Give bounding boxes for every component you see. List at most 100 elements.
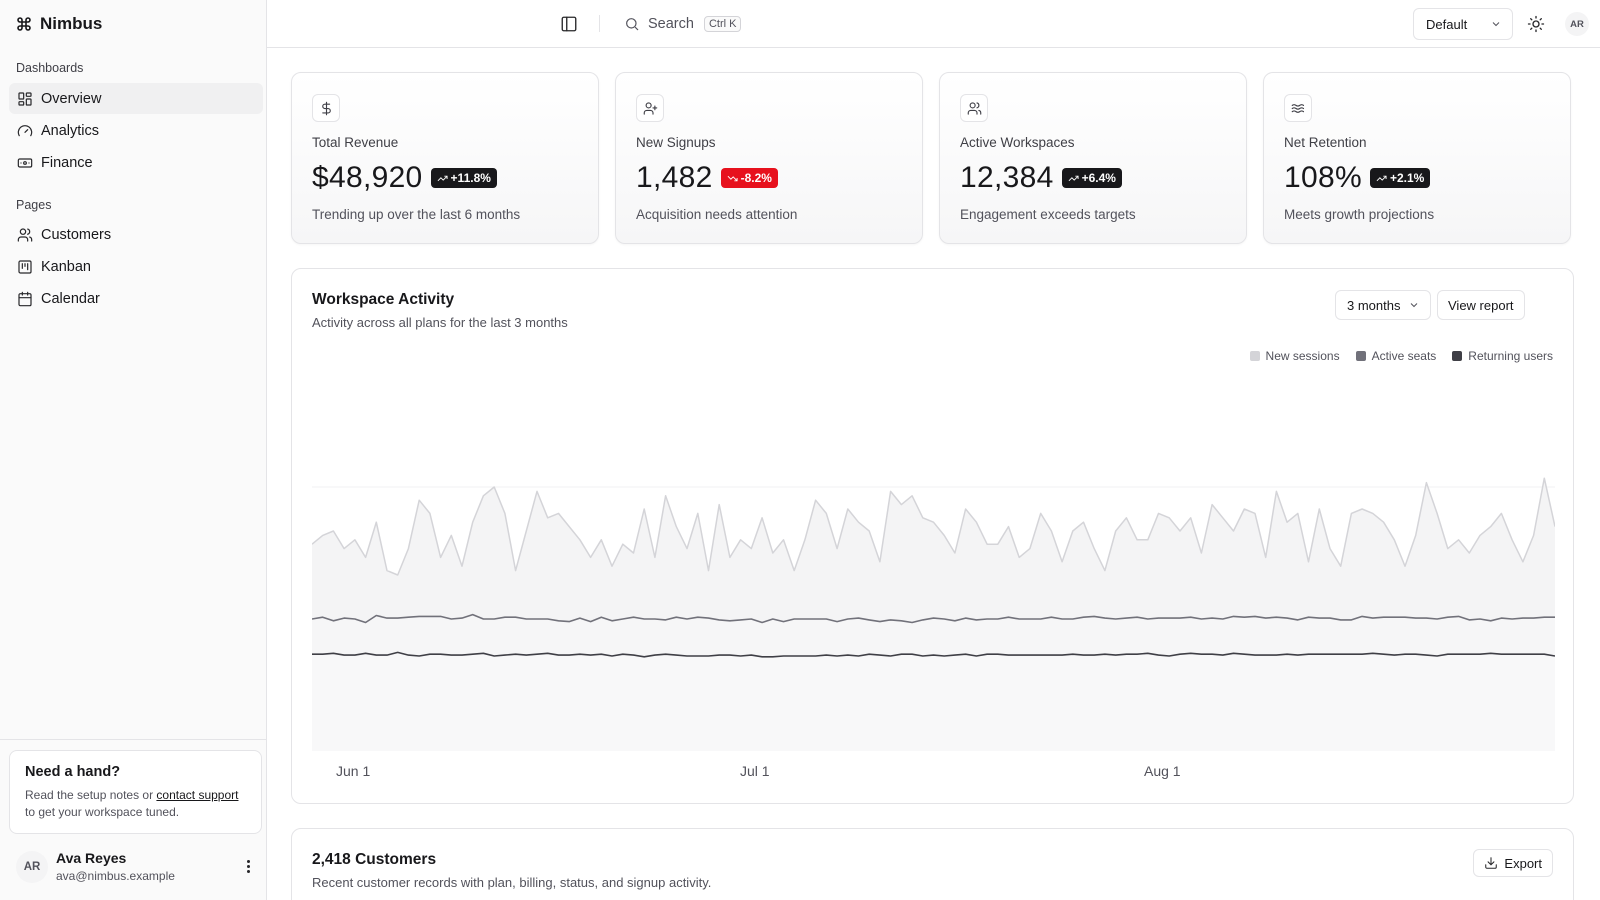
help-title: Need a hand? [25, 764, 121, 780]
stat-label: New Signups [636, 135, 716, 150]
range-select[interactable]: 3 months [1335, 290, 1431, 320]
search-trigger[interactable]: Search Ctrl K [624, 12, 742, 36]
sun-icon[interactable] [1527, 15, 1545, 33]
dollar-icon [312, 94, 340, 122]
search-label: Search [648, 16, 694, 32]
trend-value: -8.2% [740, 171, 772, 185]
stat-footnote: Acquisition needs attention [636, 207, 798, 222]
search-icon [626, 18, 639, 31]
brand[interactable]: Nimbus [16, 14, 102, 34]
trending-up-icon [1068, 175, 1079, 181]
legend-item[interactable]: New sessions [1249, 349, 1340, 363]
x-tick-label: Jul 1 [740, 763, 770, 779]
stat-value-row: 12,384 +6.4% [960, 161, 1122, 195]
sidebar-toggle-icon[interactable] [560, 15, 578, 33]
sidebar-item-label: Finance [41, 154, 93, 171]
stat-value: $48,920 [312, 161, 423, 194]
legend-item[interactable]: Active seats [1355, 349, 1437, 363]
kanban-icon [18, 259, 32, 274]
grid-icon [18, 91, 32, 106]
stat-card-net-retention: Net Retention 108% +2.1% Meets growth pr… [1263, 72, 1571, 244]
trend-value: +11.8% [450, 171, 491, 185]
series-returning-users-line[interactable] [312, 651, 1555, 658]
legend-label: Active seats [1371, 349, 1437, 363]
trend-badge: +11.8% [430, 168, 497, 188]
sidebar-item-analytics[interactable]: Analytics [9, 115, 263, 146]
sidebar-item-calendar[interactable]: Calendar [9, 283, 263, 314]
legend-swatch [1452, 351, 1463, 361]
user-plus-icon [636, 94, 664, 122]
trend-badge: +2.1% [1369, 168, 1431, 188]
trending-down-icon [727, 175, 738, 181]
x-tick-label: Jun 1 [336, 763, 371, 779]
trending-up-icon [437, 175, 448, 181]
theme-select[interactable]: Default [1413, 8, 1513, 40]
users-icon [17, 227, 33, 242]
topbar-divider [599, 15, 600, 32]
workspace-activity-panel: Workspace Activity Activity across all p… [291, 268, 1574, 804]
legend-swatch [1249, 351, 1260, 361]
sidebar-item-label: Calendar [41, 290, 100, 307]
help-text: Read the setup notes or contact support … [25, 787, 246, 821]
stat-label: Total Revenue [312, 135, 399, 150]
download-icon [1485, 857, 1498, 869]
sidebar-item-customers[interactable]: Customers [9, 219, 263, 250]
contact-support-link[interactable]: contact support [156, 788, 239, 802]
stat-value: 12,384 [960, 161, 1054, 194]
users-icon [960, 94, 988, 122]
legend-label: Returning users [1468, 349, 1553, 363]
sidebar-item-finance[interactable]: Finance [9, 147, 263, 178]
stat-card-new-signups: New Signups 1,482 -8.2% Acquisition need… [615, 72, 923, 244]
stat-footnote: Meets growth projections [1284, 207, 1435, 222]
group-label-dashboards: Dashboards [16, 61, 84, 75]
view-report-button[interactable]: View report [1437, 290, 1525, 320]
sidebar: Nimbus Dashboards Overview Analytics Fin… [0, 0, 267, 900]
activity-chart[interactable] [312, 399, 1555, 759]
brand-name: Nimbus [40, 14, 103, 33]
series-active-seats-line[interactable] [312, 613, 1555, 624]
command-icon [17, 17, 31, 31]
sidebar-item-kanban[interactable]: Kanban [9, 251, 263, 282]
user-email: ava@nimbus.example [56, 869, 175, 883]
sidebar-item-label: Kanban [41, 258, 91, 275]
panel-title: Workspace Activity [312, 291, 455, 308]
stat-value: 1,482 [636, 161, 713, 194]
user-info: Ava Reyes ava@nimbus.example [56, 850, 175, 883]
stat-value: 108% [1284, 161, 1362, 194]
stat-card-active-workspaces: Active Workspaces 12,384 +6.4% Engagemen… [939, 72, 1247, 244]
trend-value: +6.4% [1081, 171, 1116, 185]
x-tick-label: Aug 1 [1144, 763, 1181, 779]
trend-badge: -8.2% [720, 168, 778, 188]
trending-up-icon [1376, 175, 1387, 181]
help-text-after: to get your workspace tuned. [25, 805, 180, 819]
sidebar-item-overview[interactable]: Overview [9, 83, 263, 114]
stat-value-row: $48,920 +11.8% [312, 161, 497, 195]
stat-footnote: Trending up over the last 6 months [312, 207, 521, 222]
customers-panel: 2,418 Customers Recent customer records … [291, 828, 1574, 900]
series-returning-users-area [312, 652, 1555, 751]
stat-card-total-revenue: Total Revenue $48,920 +11.8% Trending up… [291, 72, 599, 244]
user-name: Ava Reyes [56, 850, 127, 866]
search-shortcut: Ctrl K [703, 16, 742, 32]
user-profile[interactable]: AR Ava Reyes ava@nimbus.example [16, 850, 256, 883]
legend-swatch [1355, 351, 1366, 361]
chevron-down-icon [1492, 22, 1500, 27]
topbar: Search Ctrl K Default AR [267, 0, 1600, 48]
sidebar-footer: Need a hand? Read the setup notes or con… [0, 739, 266, 900]
waves-icon [1284, 94, 1312, 122]
group-label-pages: Pages [16, 198, 52, 212]
more-vertical-icon[interactable] [240, 858, 256, 874]
legend-item[interactable]: Returning users [1452, 349, 1553, 363]
panel-subtitle: Recent customer records with plan, billi… [312, 875, 712, 890]
trend-value: +2.1% [1389, 171, 1425, 185]
chart-legend: New sessions Active seats Returning user… [1249, 349, 1553, 363]
stat-value-row: 1,482 -8.2% [636, 161, 778, 195]
series-new-sessions-line[interactable] [312, 477, 1555, 576]
sidebar-item-label: Analytics [41, 122, 100, 139]
panel-title: 2,418 Customers [312, 851, 437, 868]
main-content: Search Ctrl K Default AR Total Revenue $… [267, 0, 1600, 900]
calendar-icon [18, 291, 32, 306]
export-button[interactable]: Export [1473, 849, 1553, 877]
avatar[interactable]: AR [1565, 12, 1589, 36]
